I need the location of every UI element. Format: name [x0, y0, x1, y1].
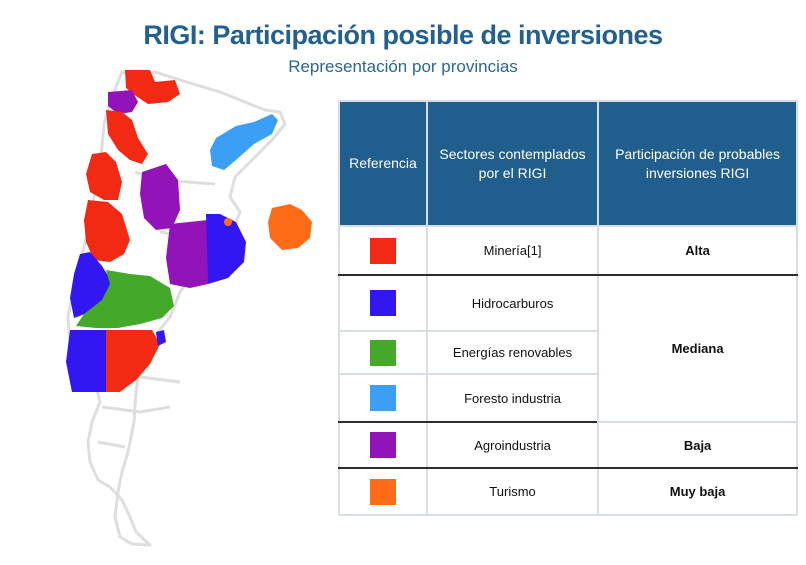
header-sectores: Sectores contemplados por el RIGI — [425, 100, 600, 227]
color-swatch — [369, 237, 396, 264]
region-turismo-malvinas — [268, 204, 312, 250]
table-row: Turismo Muy baja — [338, 467, 798, 516]
region-renovables-rionegro — [76, 270, 174, 328]
region-foresto-misiones — [210, 114, 278, 170]
sector-cell: Foresto industria — [425, 373, 600, 423]
sector-cell: Turismo — [425, 467, 600, 516]
color-swatch — [369, 432, 396, 458]
region-agro-north — [108, 90, 138, 114]
table-row: Agroindustria Baja — [338, 421, 798, 469]
table-header-row: Referencia Sectores contemplados por el … — [338, 100, 798, 227]
participation-cell: Mediana — [597, 274, 798, 423]
sector-cell: Hidrocarburos — [425, 274, 600, 332]
header-participacion: Participación de probables inversiones R… — [597, 100, 798, 227]
argentina-map — [66, 70, 312, 547]
sector-cell: Agroindustria — [425, 421, 600, 469]
participation-cell: Muy baja — [597, 467, 798, 516]
color-swatch — [369, 290, 396, 316]
table-row: Minería[1] Alta — [338, 225, 798, 276]
table-row: Hidrocarburos Mediana — [338, 274, 798, 423]
region-hidrocarburos-coast — [156, 330, 166, 346]
sector-cell: Energías renovables — [425, 330, 600, 375]
region-mineria-sanjuan — [84, 200, 130, 262]
table-row: Foresto industria — [338, 373, 797, 423]
participation-cell: Baja — [597, 421, 798, 469]
region-turismo-dot — [224, 218, 232, 226]
participation-cell: Alta — [597, 225, 798, 276]
page-subtitle: Representación por provincias — [288, 57, 518, 76]
page-title: RIGI: Participación posible de inversion… — [143, 20, 663, 50]
table-row: Energías renovables — [338, 330, 797, 375]
sector-cell: Minería[1] — [425, 225, 600, 276]
color-swatch — [369, 339, 396, 366]
rigi-table: Referencia Sectores contemplados por el … — [338, 100, 798, 516]
region-mineria-salta — [106, 110, 148, 164]
color-swatch — [369, 385, 396, 411]
color-swatch — [369, 478, 396, 505]
region-agro-cordoba — [140, 164, 180, 230]
header-referencia: Referencia — [338, 100, 428, 227]
region-mineria-catamarca — [86, 152, 122, 200]
region-mineria-chubut — [106, 330, 160, 392]
region-hidrocarburos-buenosaires-east — [206, 214, 246, 284]
region-agro-buenosaires-west — [166, 220, 208, 288]
region-hidrocarburos-chubut — [66, 330, 106, 392]
region-mineria-north — [125, 70, 180, 104]
